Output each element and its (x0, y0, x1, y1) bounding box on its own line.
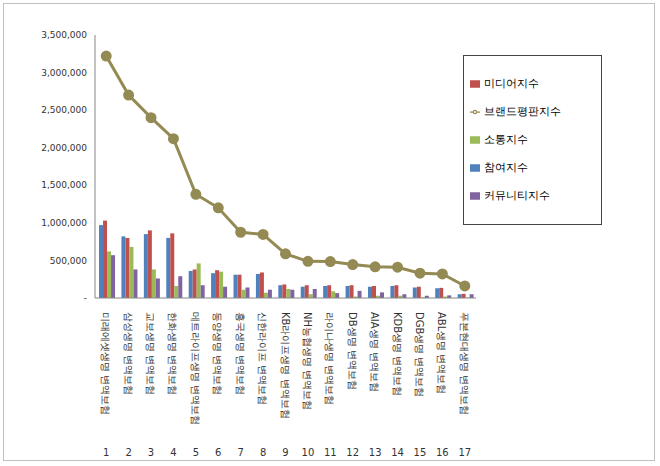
svg-text:푸본현대생명 변액보험: 푸본현대생명 변액보험 (459, 312, 470, 415)
svg-text:교보생명 변액보험: 교보생명 변액보험 (145, 312, 156, 395)
svg-text:ABL생명 변액보험: ABL생명 변액보험 (436, 312, 447, 394)
html-text:브랜드평판지수: 브랜드평판지수 (484, 105, 561, 118)
html-text:소통지수: 소통지수 (484, 133, 528, 146)
svg-text:6: 6 (215, 447, 221, 458)
svg-text:메트라이프생명 변액보험: 메트라이프생명 변액보험 (190, 312, 201, 425)
svg-text:DB생명 변액보험: DB생명 변액보험 (347, 312, 358, 390)
svg-text:9: 9 (282, 447, 288, 458)
svg-text:16: 16 (436, 447, 449, 458)
svg-text:10: 10 (302, 447, 315, 458)
svg-text:1,500,000: 1,500,000 (41, 180, 87, 190)
svg-text:1: 1 (103, 447, 109, 458)
svg-text:흥국생명 변액보험: 흥국생명 변액보험 (235, 312, 246, 395)
html-text:커뮤니티지수: 커뮤니티지수 (484, 189, 550, 202)
svg-text:NH농협생명 변액보험: NH농협생명 변액보험 (302, 312, 313, 410)
svg-text:14: 14 (391, 447, 404, 458)
svg-text:12: 12 (346, 447, 359, 458)
svg-text:2,500,000: 2,500,000 (41, 105, 87, 115)
svg-text:7: 7 (237, 447, 243, 458)
svg-text:15: 15 (414, 447, 427, 458)
svg-text:KB라이프생명 변액보험: KB라이프생명 변액보험 (280, 312, 291, 419)
svg-text:5: 5 (193, 447, 199, 458)
svg-text:-: - (84, 293, 87, 303)
svg-text:8: 8 (260, 447, 266, 458)
svg-text:2: 2 (125, 447, 131, 458)
svg-text:500,000: 500,000 (50, 256, 87, 266)
svg-text:3,500,000: 3,500,000 (41, 30, 87, 40)
svg-text:삼성생명 변액보험: 삼성생명 변액보험 (123, 312, 134, 395)
svg-text:라이나생명 변액보험: 라이나생명 변액보험 (324, 312, 335, 405)
svg-text:13: 13 (369, 447, 382, 458)
svg-text:11: 11 (324, 447, 337, 458)
svg-text:4: 4 (170, 447, 176, 458)
svg-text:3: 3 (148, 447, 154, 458)
svg-text:미래에셋생명 변액보험: 미래에셋생명 변액보험 (100, 312, 111, 415)
svg-text:17: 17 (458, 447, 471, 458)
svg-text:신한라이프 변액보험: 신한라이프 변액보험 (257, 312, 268, 405)
svg-text:DGB생명 변액보험: DGB생명 변액보험 (414, 312, 425, 398)
svg-text:AIA생명 변액보험: AIA생명 변액보험 (369, 312, 380, 392)
svg-text:동양생명 변액보험: 동양생명 변액보험 (212, 312, 223, 395)
html-text:미디어지수: 미디어지수 (484, 77, 539, 90)
svg-text:한화생명 변액보험: 한화생명 변액보험 (167, 312, 178, 395)
svg-text:1,000,000: 1,000,000 (41, 218, 87, 228)
svg-text:KDB생명 변액보험: KDB생명 변액보험 (392, 312, 403, 396)
html-text:참여지수: 참여지수 (484, 161, 528, 174)
svg-text:2,000,000: 2,000,000 (41, 143, 87, 153)
svg-text:3,000,000: 3,000,000 (41, 68, 87, 78)
